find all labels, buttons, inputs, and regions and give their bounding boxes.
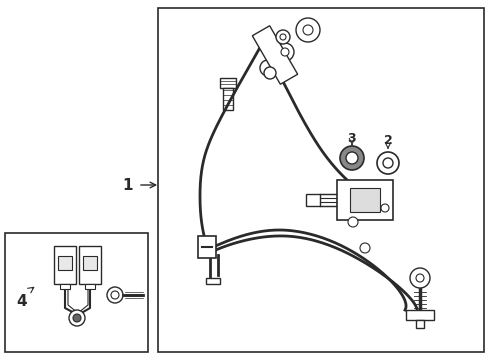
Bar [79, 246, 101, 284]
Circle shape [107, 287, 123, 303]
Circle shape [303, 25, 312, 35]
Circle shape [73, 314, 81, 322]
Bar [415, 320, 423, 328]
Bar [158, 8, 483, 352]
Bar [5, 233, 148, 352]
Bar [198, 236, 216, 258]
Bar [220, 78, 236, 88]
Bar [252, 26, 297, 84]
Circle shape [346, 152, 357, 164]
Circle shape [111, 291, 119, 299]
Bar [223, 88, 232, 110]
Circle shape [382, 158, 392, 168]
Bar [58, 256, 72, 270]
Text: 4: 4 [17, 294, 27, 310]
Circle shape [409, 268, 429, 288]
Circle shape [281, 48, 288, 56]
Text: 1: 1 [122, 177, 133, 193]
Bar [336, 180, 392, 220]
Bar [85, 284, 95, 289]
Circle shape [415, 274, 423, 282]
Text: 3: 3 [347, 131, 356, 144]
Circle shape [347, 217, 357, 227]
Circle shape [280, 34, 285, 40]
Circle shape [359, 243, 369, 253]
Circle shape [380, 204, 388, 212]
Text: 2: 2 [383, 134, 391, 147]
Circle shape [275, 43, 293, 61]
Circle shape [69, 310, 85, 326]
Bar [54, 246, 76, 284]
Bar [205, 278, 220, 284]
Circle shape [295, 18, 319, 42]
Bar [60, 284, 70, 289]
Bar [305, 194, 319, 206]
Circle shape [376, 152, 398, 174]
Circle shape [275, 30, 289, 44]
Bar [349, 188, 379, 212]
Bar [405, 310, 433, 320]
Circle shape [264, 67, 275, 79]
Bar [83, 256, 97, 270]
Circle shape [339, 146, 363, 170]
